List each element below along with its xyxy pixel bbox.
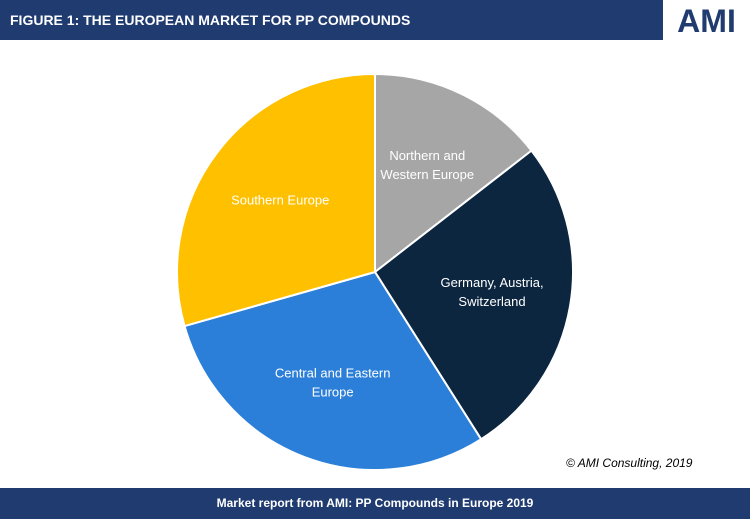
slice-label-line: Western Europe: [380, 167, 474, 182]
header-bar: FIGURE 1: THE EUROPEAN MARKET FOR PP COM…: [0, 0, 750, 40]
slice-label-line: Switzerland: [458, 294, 525, 309]
slice-label-central-and-eastern-europe: Central and Eastern Europe: [275, 365, 391, 399]
slice-label-germany-austria-switzerland: Germany, Austria, Switzerland: [440, 275, 543, 309]
slice-label-line: Southern Europe: [231, 192, 329, 207]
pie-chart: Northern and Western Europe Germany, Austr…: [176, 72, 574, 471]
slice-label-line: Northern and: [389, 148, 465, 163]
figure-title: FIGURE 1: THE EUROPEAN MARKET FOR PP COM…: [10, 12, 411, 28]
slice-label-line: Europe: [312, 384, 354, 399]
pie-slice-southern-europe: [176, 72, 376, 328]
slice-label-line: Germany, Austria,: [440, 275, 543, 290]
slice-label-northern-and-western-europe: Northern and Western Europe: [380, 148, 474, 182]
slice-label-southern-europe: Southern Europe: [231, 192, 329, 207]
ami-logo: AMI: [677, 3, 736, 39]
pie-slice-northern-and-western-europe: [374, 72, 533, 275]
footer-bar: Market report from AMI: PP Compounds in …: [0, 488, 750, 519]
slice-label-line: Central and Eastern: [275, 365, 391, 380]
logo-box: AMI: [663, 0, 750, 40]
copyright-note: © AMI Consulting, 2019: [566, 456, 693, 470]
pie-labels: Northern and Western Europe Germany, Austr…: [231, 148, 543, 400]
pie-slice-germany-austria-switzerland: [373, 149, 574, 441]
footer-text: Market report from AMI: PP Compounds in …: [216, 496, 534, 510]
pie-slice-central-and-eastern-europe: [183, 270, 483, 471]
pie-slices: [176, 72, 574, 471]
